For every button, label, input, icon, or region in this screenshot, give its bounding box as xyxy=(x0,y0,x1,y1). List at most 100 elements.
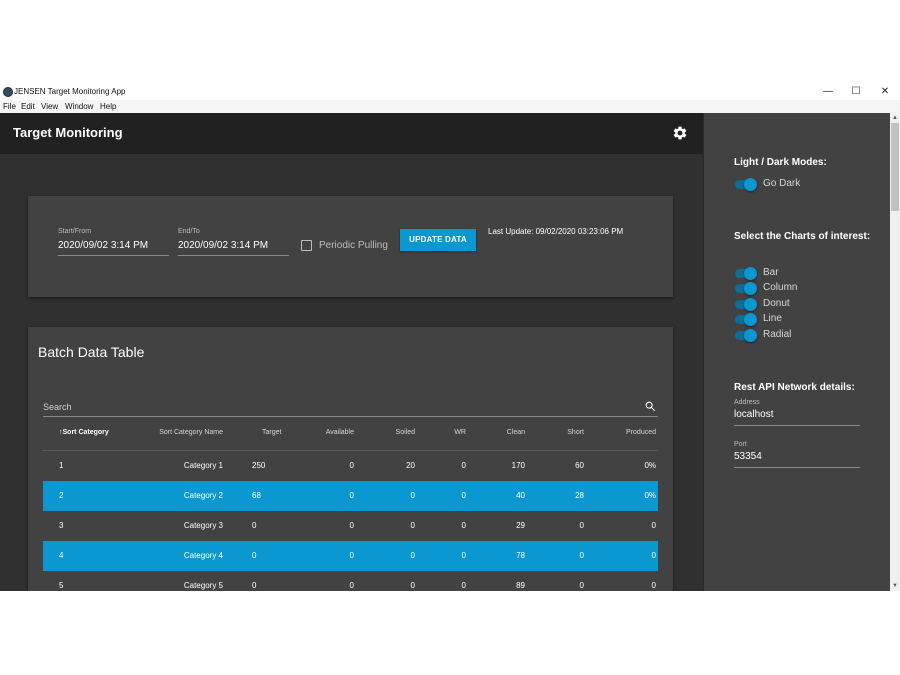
cell-produced: 0 xyxy=(651,521,656,530)
cell-produced: 0% xyxy=(644,461,656,470)
scrollbar-thumb[interactable] xyxy=(891,123,899,211)
cell-wr: 0 xyxy=(461,581,466,590)
chart-toggle-label: Line xyxy=(763,313,782,324)
column-header-produced[interactable]: Produced xyxy=(626,429,656,436)
column-header-sort-category[interactable]: ↑Sort Category xyxy=(59,423,109,451)
search-field[interactable] xyxy=(43,397,658,417)
cell-available: 0 xyxy=(349,581,354,590)
column-header-label: Sort Category xyxy=(62,429,109,436)
cell-wr: 0 xyxy=(461,461,466,470)
cell-category-name: Category 2 xyxy=(183,491,223,500)
toggle-knob[interactable] xyxy=(744,313,757,326)
column-header-clean[interactable]: Clean xyxy=(506,429,525,436)
menu-window[interactable]: Window xyxy=(65,102,94,111)
table-title: Batch Data Table xyxy=(38,344,145,360)
cell-category-name: Category 3 xyxy=(183,521,223,530)
network-heading: Rest API Network details: xyxy=(734,382,855,393)
cell-category-name: Category 5 xyxy=(183,581,223,590)
cell-soiled: 0 xyxy=(410,551,415,560)
cell-short: 28 xyxy=(575,491,584,500)
app-header: Target Monitoring xyxy=(0,113,703,154)
cell-produced: 0 xyxy=(651,581,656,590)
toggle-knob[interactable] xyxy=(744,298,757,311)
end-date-field[interactable]: End/To 2020/09/02 3:14 PM xyxy=(178,228,289,256)
port-label: Port xyxy=(734,441,747,448)
cell-soiled: 0 xyxy=(410,521,415,530)
end-date-value[interactable]: 2020/09/02 3:14 PM xyxy=(178,240,269,251)
column-header-soiled[interactable]: Soiled xyxy=(395,429,415,436)
cell-clean: 40 xyxy=(516,491,525,500)
menu-edit[interactable]: Edit xyxy=(21,102,35,111)
cell-available: 0 xyxy=(349,551,354,560)
address-label: Address xyxy=(734,399,760,406)
cell-soiled: 0 xyxy=(410,491,415,500)
maximize-button[interactable]: ☐ xyxy=(851,86,861,97)
close-button[interactable]: ✕ xyxy=(880,86,890,97)
menu-bar: File Edit View Window Help xyxy=(0,100,900,113)
checkbox-box[interactable] xyxy=(301,240,312,251)
scroll-down-arrow-icon[interactable]: ▼ xyxy=(892,583,898,589)
vertical-scrollbar[interactable]: ▲ ▼ xyxy=(890,113,900,591)
cell-short: 0 xyxy=(579,551,584,560)
app-logo-icon xyxy=(3,87,13,97)
menu-view[interactable]: View xyxy=(41,102,59,111)
table-row[interactable]: 3 Category 3 0 0 0 0 29 0 0 xyxy=(43,511,658,541)
scroll-up-arrow-icon[interactable]: ▲ xyxy=(892,115,898,121)
start-date-field[interactable]: Start/From 2020/09/02 3:14 PM xyxy=(58,228,169,256)
toggle-knob[interactable] xyxy=(744,267,757,280)
cell-clean: 78 xyxy=(516,551,525,560)
toggle-knob[interactable] xyxy=(744,282,757,295)
port-value[interactable]: 53354 xyxy=(734,451,762,462)
address-field[interactable]: Address localhost xyxy=(734,399,860,426)
start-date-value[interactable]: 2020/09/02 3:14 PM xyxy=(58,240,149,251)
column-header-wr[interactable]: WR xyxy=(454,429,466,436)
address-value[interactable]: localhost xyxy=(734,409,774,420)
start-date-label: Start/From xyxy=(58,228,92,235)
cell-target: 0 xyxy=(252,581,257,590)
cell-wr: 0 xyxy=(461,491,466,500)
chart-toggle-label: Bar xyxy=(763,267,779,278)
search-icon[interactable] xyxy=(644,400,657,413)
cell-target: 0 xyxy=(252,551,257,560)
minimize-button[interactable]: — xyxy=(823,86,833,97)
column-header-short[interactable]: Short xyxy=(567,429,584,436)
cell-category-name: Category 4 xyxy=(183,551,223,560)
cell-clean: 89 xyxy=(516,581,525,590)
chart-toggle-label: Donut xyxy=(763,298,790,309)
port-field[interactable]: Port 53354 xyxy=(734,441,860,468)
go-dark-label: Go Dark xyxy=(763,178,801,189)
cell-short: 0 xyxy=(579,581,584,590)
column-header-category-name[interactable]: Sort Category Name xyxy=(159,429,223,436)
table-row[interactable]: 1 Category 1 250 0 20 0 170 60 0% xyxy=(43,451,658,481)
search-input[interactable] xyxy=(43,400,623,414)
cell-clean: 170 xyxy=(511,461,525,470)
cell-soiled: 20 xyxy=(406,461,415,470)
chart-toggle-label: Radial xyxy=(763,329,792,340)
cell-wr: 0 xyxy=(461,551,466,560)
cell-sort-category: 3 xyxy=(59,521,64,530)
cell-target: 68 xyxy=(252,491,261,500)
cell-short: 60 xyxy=(575,461,584,470)
table-row[interactable]: 4 Category 4 0 0 0 0 78 0 0 xyxy=(43,541,658,571)
column-header-target[interactable]: Target xyxy=(262,429,282,436)
cell-clean: 29 xyxy=(516,521,525,530)
menu-help[interactable]: Help xyxy=(100,102,117,111)
gear-icon[interactable] xyxy=(672,125,688,141)
cell-short: 0 xyxy=(579,521,584,530)
last-update-text: Last Update: 09/02/2020 03:23:06 PM xyxy=(488,227,624,236)
toggle-knob[interactable] xyxy=(744,178,757,191)
toggle-knob[interactable] xyxy=(744,329,757,342)
settings-panel: Light / Dark Modes: Go Dark Select the C… xyxy=(703,113,890,591)
cell-produced: 0 xyxy=(651,551,656,560)
column-header-available[interactable]: Available xyxy=(325,429,354,436)
menu-file[interactable]: File xyxy=(3,102,16,111)
sort-arrow-icon: ↑ xyxy=(59,429,63,436)
table-row[interactable]: 2 Category 2 68 0 0 0 40 28 0% xyxy=(43,481,658,511)
update-data-button[interactable]: UPDATE DATA xyxy=(400,229,476,251)
window-title: JENSEN Target Monitoring App xyxy=(14,87,126,96)
table-row[interactable]: 5 Category 5 0 0 0 0 89 0 0 xyxy=(43,571,658,591)
chart-toggle-label: Column xyxy=(763,282,798,293)
cell-sort-category: 5 xyxy=(59,581,64,590)
cell-available: 0 xyxy=(349,491,354,500)
